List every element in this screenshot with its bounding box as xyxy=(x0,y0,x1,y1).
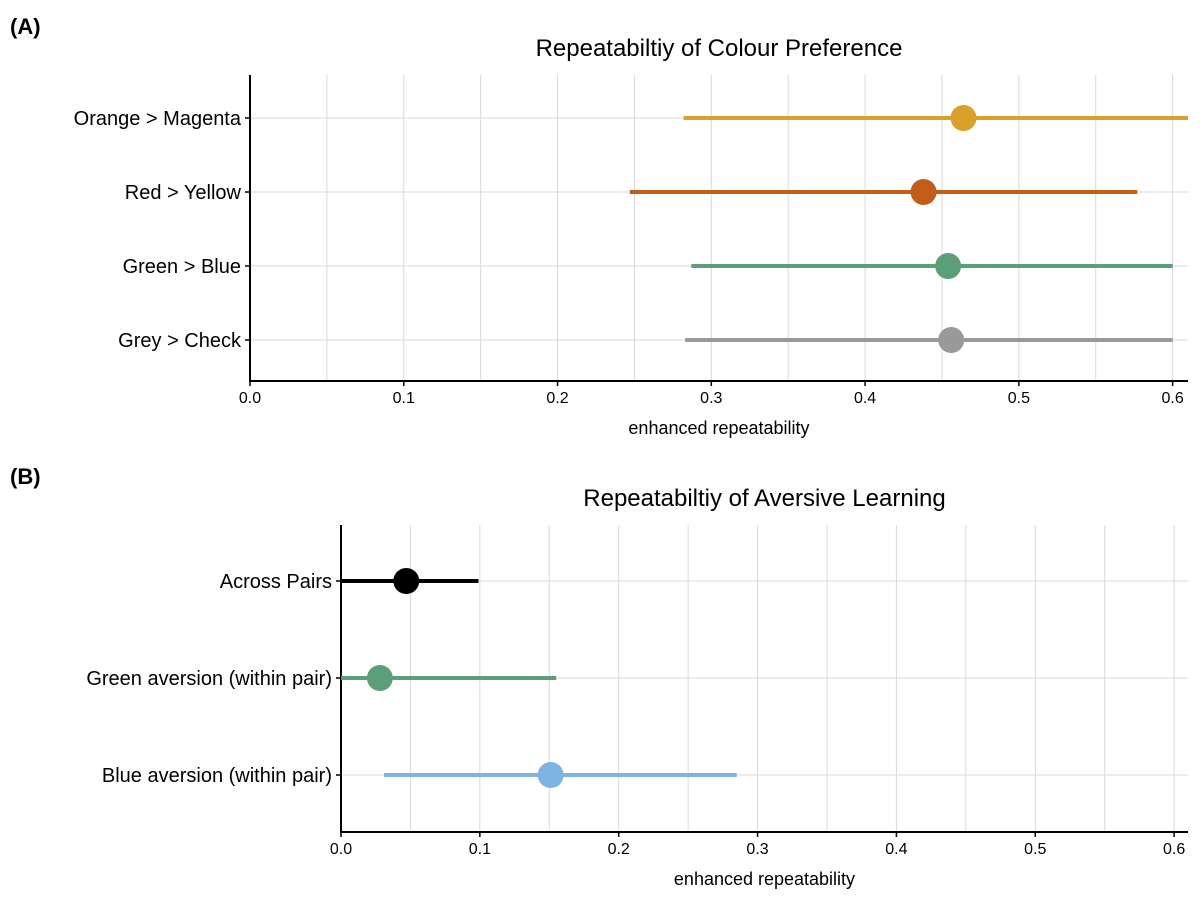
panel-b-x-tick-label: 0.6 xyxy=(1163,841,1185,858)
panel-a-x-tick-label: 0.5 xyxy=(1008,390,1030,407)
panel-a-x-tick-label: 0.3 xyxy=(700,390,722,407)
panel-a-x-axis-title: enhanced repeatability xyxy=(628,418,809,438)
panel-b-category-label: Blue aversion (within pair) xyxy=(102,765,332,787)
panel-b-x-tick-label: 0.0 xyxy=(330,841,352,858)
panel-b-category-label: Across Pairs xyxy=(220,571,332,593)
panel-a-category-label: Orange > Magenta xyxy=(74,108,242,130)
panel-b-across-pairs-point xyxy=(393,568,420,594)
panel-b-blue-aversion-within-pair-point xyxy=(537,762,564,788)
panel-a-title: Repeatabiltiy of Colour Preference xyxy=(536,35,903,62)
panel-a-orange-magenta-point xyxy=(950,105,977,131)
panel-a-category-label: Red > Yellow xyxy=(125,182,242,204)
panel-b-title: Repeatabiltiy of Aversive Learning xyxy=(583,485,945,512)
panel-b-x-tick-label: 0.1 xyxy=(469,841,491,858)
panel-a-x-tick-label: 0.2 xyxy=(546,390,568,407)
panel-b-x-axis-title: enhanced repeatability xyxy=(674,869,855,889)
panel-a-x-tick-label: 0.1 xyxy=(393,390,415,407)
panel-a-x-tick-label: 0.0 xyxy=(239,390,261,407)
panel-a-red-yellow-point xyxy=(910,179,937,205)
panel-a-grey-check-point xyxy=(938,327,965,353)
panel-b-x-tick-label: 0.5 xyxy=(1024,841,1046,858)
panel-b-label: (B) xyxy=(10,464,41,489)
panel-a-label: (A) xyxy=(10,14,41,39)
panel-a-x-tick-label: 0.4 xyxy=(854,390,876,407)
panel-b-x-tick-label: 0.3 xyxy=(746,841,768,858)
panel-a-green-blue-point xyxy=(935,253,962,279)
panel-a-category-label: Grey > Check xyxy=(118,330,242,352)
panel-a-x-tick-label: 0.6 xyxy=(1161,390,1183,407)
panel-b-x-tick-label: 0.4 xyxy=(885,841,907,858)
panel-b-category-label: Green aversion (within pair) xyxy=(86,668,332,690)
panel-b-x-tick-label: 0.2 xyxy=(608,841,630,858)
panel-b-green-aversion-within-pair-point xyxy=(366,665,393,691)
panel-a-category-label: Green > Blue xyxy=(123,256,241,278)
